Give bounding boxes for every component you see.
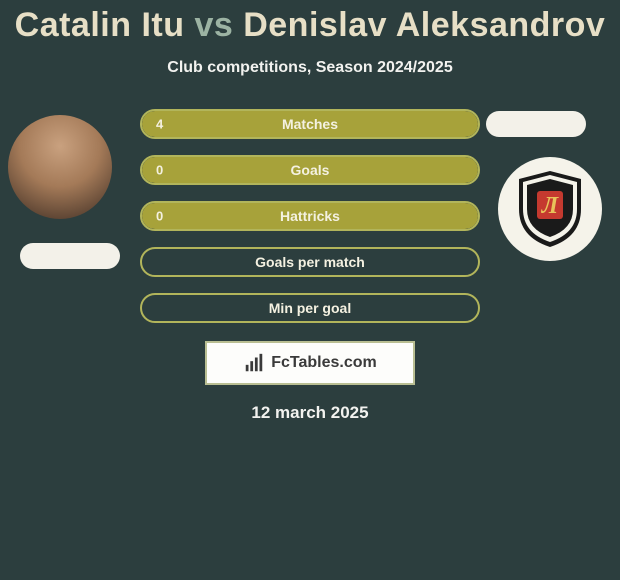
stat-bar-label: Min per goal: [142, 300, 478, 316]
shield-icon: Л: [515, 169, 585, 249]
stat-bar-label: Matches: [142, 116, 478, 132]
vs-text: vs: [194, 6, 233, 44]
player2-club-pill: [486, 111, 586, 137]
fctables-logo: FcTables.com: [205, 341, 415, 385]
stat-bar: Min per goal: [140, 293, 480, 323]
stat-bar: 0Goals: [140, 155, 480, 185]
subtitle: Club competitions, Season 2024/2025: [0, 59, 620, 77]
stat-bar: 4Matches: [140, 109, 480, 139]
logo-text: FcTables.com: [271, 354, 377, 372]
stat-bar: Goals per match: [140, 247, 480, 277]
stat-bars: 4Matches 0Goals 0Hattricks Goals per match M…: [140, 109, 480, 323]
svg-text:Л: Л: [541, 193, 560, 219]
stat-bar-label: Goals per match: [142, 254, 478, 270]
comparison-panel: Л 4Matches 0Goals 0Hattricks Goals per matc…: [0, 109, 620, 323]
stat-bar-label: Hattricks: [142, 208, 478, 224]
player1-name: Catalin Itu: [15, 6, 185, 44]
stat-bar-label: Goals: [142, 162, 478, 178]
stat-bar: 0Hattricks: [140, 201, 480, 231]
player2-club-badge: Л: [498, 157, 602, 261]
bar-chart-icon: [243, 352, 265, 374]
player2-name: Denislav Aleksandrov: [243, 6, 605, 44]
date-text: 12 march 2025: [0, 403, 620, 423]
player1-avatar: [8, 115, 112, 219]
player1-club-pill: [20, 243, 120, 269]
page-title: Catalin Itu vs Denislav Aleksandrov: [0, 0, 620, 45]
